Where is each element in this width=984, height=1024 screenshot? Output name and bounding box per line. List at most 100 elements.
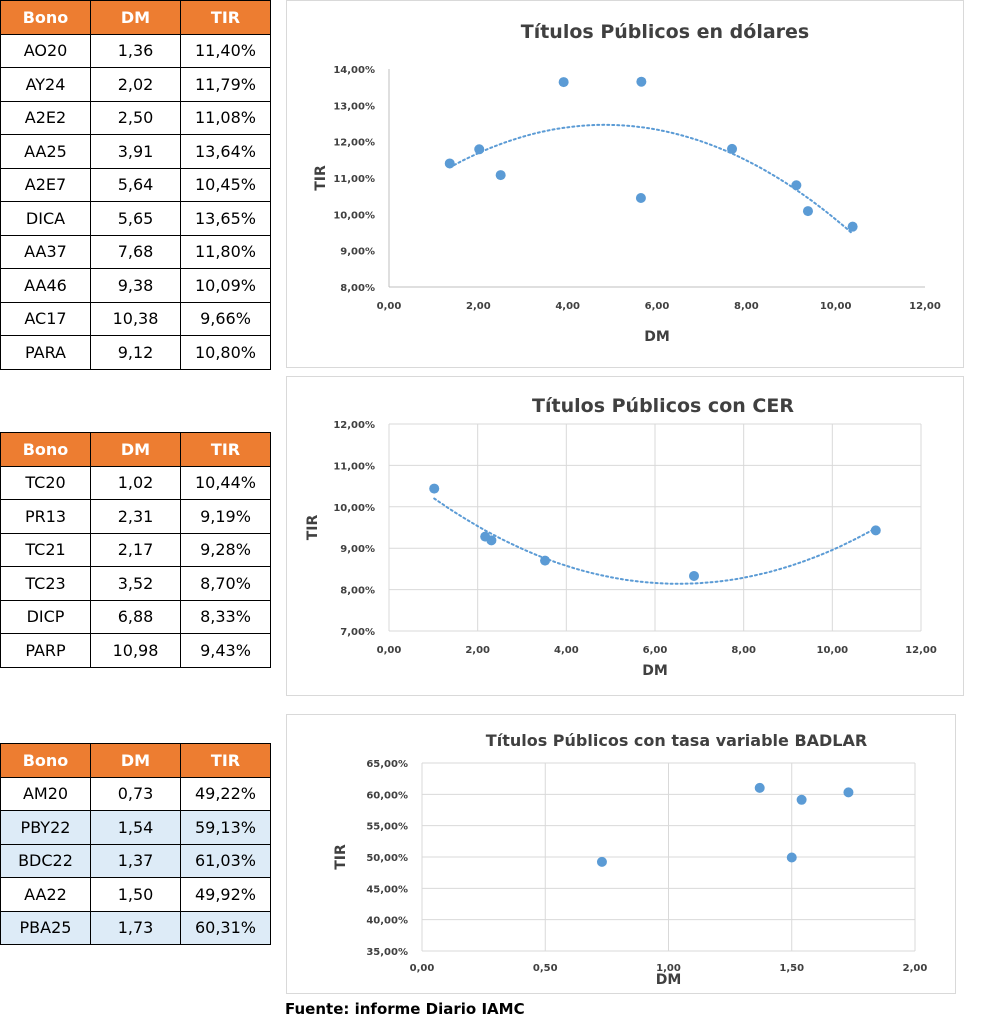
table-cell: 13,64% (180, 134, 271, 169)
x-tick-label: 10,00 (817, 645, 849, 656)
data-point (843, 787, 854, 798)
table-cell: PARP (0, 633, 91, 668)
x-tick-label: 0,00 (410, 963, 435, 974)
table-cell: 9,38 (90, 268, 181, 303)
table-cell: 5,64 (90, 167, 181, 202)
y-tick-label: 13,00% (333, 101, 375, 112)
column-header: Bono (0, 743, 91, 778)
trendline (433, 497, 877, 585)
y-tick-label: 60,00% (366, 790, 408, 801)
table-row: TC21 2,17 9,28% (0, 532, 271, 567)
table-cell: 9,19% (180, 499, 271, 534)
data-point (802, 206, 813, 217)
y-tick-label: 14,00% (333, 65, 375, 76)
table-cell: 9,66% (180, 301, 271, 336)
table-cell: 1,36 (90, 33, 181, 68)
table-cell: 59,13% (180, 810, 271, 845)
data-point (558, 77, 569, 88)
column-header: DM (90, 0, 181, 35)
y-tick-label: 12,00% (333, 420, 375, 431)
x-tick-label: 0,00 (377, 301, 402, 312)
x-tick-label: 2,00 (466, 301, 491, 312)
table-cell: 9,12 (90, 335, 181, 370)
data-point (444, 158, 455, 169)
x-axis-label: DM (644, 329, 670, 345)
table-row: AA25 3,91 13,64% (0, 134, 271, 169)
chart-title: Títulos Públicos con CER (532, 395, 794, 417)
table-cell: 1,50 (90, 877, 181, 912)
table-cell: 8,70% (180, 566, 271, 601)
table-cell: 3,52 (90, 566, 181, 601)
chart-badlar: Títulos Públicos con tasa variable BADLA… (286, 714, 956, 994)
y-tick-label: 65,00% (366, 759, 408, 770)
data-point (474, 144, 485, 155)
data-point (540, 555, 551, 566)
table-cell: PBY22 (0, 810, 91, 845)
table-row: A2E7 5,64 10,45% (0, 167, 271, 202)
table-row: DICA 5,65 13,65% (0, 201, 271, 236)
table-cell: TC23 (0, 566, 91, 601)
data-point (796, 794, 807, 805)
y-tick-label: 10,00% (333, 503, 375, 514)
bond-table-dollars: Bono DM TIR AO20 1,36 11,40% AY24 2,02 11,79% A2E… (0, 0, 271, 370)
x-tick-label: 4,00 (554, 645, 579, 656)
table-cell: DICP (0, 599, 91, 634)
y-tick-label: 9,00% (340, 544, 375, 555)
table-cell: A2E7 (0, 167, 91, 202)
x-tick-label: 12,00 (909, 301, 941, 312)
data-point (495, 170, 506, 181)
table-cell: 5,65 (90, 201, 181, 236)
table-row: PARP 10,98 9,43% (0, 633, 271, 668)
table-cell: 9,43% (180, 633, 271, 668)
x-tick-label: 1,50 (779, 963, 804, 974)
table-header-row: Bono DM TIR (0, 743, 271, 778)
table-cell: 60,31% (180, 910, 271, 945)
table-header-row: Bono DM TIR (0, 432, 271, 467)
table-cell: 1,02 (90, 465, 181, 500)
y-axis-label: TIR (313, 165, 329, 191)
x-tick-label: 4,00 (555, 301, 580, 312)
y-tick-label: 10,00% (333, 210, 375, 221)
column-header: TIR (180, 743, 271, 778)
y-tick-label: 11,00% (333, 174, 375, 185)
y-tick-label: 8,00% (340, 586, 375, 597)
data-point (480, 531, 491, 542)
x-tick-label: 8,00 (731, 645, 756, 656)
table-cell: 10,80% (180, 335, 271, 370)
x-tick-label: 6,00 (645, 301, 670, 312)
bond-table-cer: Bono DM TIR TC20 1,02 10,44% PR13 2,31 9,19% TC21… (0, 432, 271, 668)
y-tick-label: 40,00% (366, 916, 408, 927)
table-cell: AA46 (0, 268, 91, 303)
table-row: AY24 2,02 11,79% (0, 67, 271, 102)
y-axis-label: TIR (305, 515, 321, 541)
data-point (636, 76, 647, 87)
table-row: TC20 1,02 10,44% (0, 465, 271, 500)
table-cell: AO20 (0, 33, 91, 68)
table-cell: 1,73 (90, 910, 181, 945)
x-tick-label: 2,00 (903, 963, 928, 974)
table-row: AC17 10,38 9,66% (0, 301, 271, 336)
data-point (847, 221, 858, 232)
x-tick-label: 12,00 (905, 645, 937, 656)
x-tick-label: 0,50 (533, 963, 558, 974)
table-cell: DICA (0, 201, 91, 236)
table-row: AM20 0,73 49,22% (0, 776, 271, 811)
table-cell: 10,38 (90, 301, 181, 336)
table-row: PARA 9,12 10,80% (0, 335, 271, 370)
data-point (791, 180, 802, 191)
x-tick-label: 1,00 (656, 963, 681, 974)
data-point (786, 852, 797, 863)
table-cell: 10,44% (180, 465, 271, 500)
bond-table-badlar: Bono DM TIR AM20 0,73 49,22% PBY22 1,54 59,13% BD… (0, 743, 271, 945)
table-row: AO20 1,36 11,40% (0, 33, 271, 68)
source-note: Fuente: informe Diario IAMC (285, 1000, 525, 1018)
table-cell: PR13 (0, 499, 91, 534)
table-row: PBY22 1,54 59,13% (0, 810, 271, 845)
table-cell: TC21 (0, 532, 91, 567)
table-cell: 2,50 (90, 100, 181, 135)
table-cell: AA22 (0, 877, 91, 912)
table-row: AA37 7,68 11,80% (0, 234, 271, 269)
table-cell: BDC22 (0, 843, 91, 878)
chart-title: Títulos Públicos en dólares (521, 21, 809, 43)
y-tick-label: 9,00% (340, 247, 375, 258)
